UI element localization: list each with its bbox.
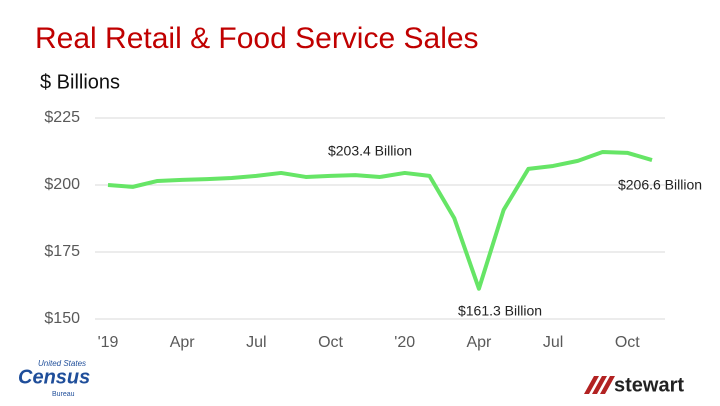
x-tick-label: Oct [318, 334, 343, 351]
x-tick-label: Oct [615, 334, 640, 351]
annotation: $203.4 Billion [328, 143, 412, 159]
logo-text: United States [38, 359, 86, 368]
logo-text: Census [18, 366, 90, 388]
stewart-logo: stewart [584, 374, 684, 396]
x-tick-label: Apr [466, 334, 492, 351]
data-line [107, 150, 653, 291]
y-tick-label: $150 [44, 310, 80, 327]
annotation: $161.3 Billion [458, 303, 542, 319]
logo-text: Bureau [52, 391, 75, 398]
annotation: $206.6 Billion [618, 177, 702, 193]
x-tick-label: Apr [170, 334, 196, 351]
x-tick-label: '20 [394, 334, 415, 351]
x-tick-label: Jul [246, 334, 266, 351]
chart-title: Real Retail & Food Service Sales [35, 22, 479, 55]
logo-text: stewart [614, 374, 684, 396]
y-tick-label: $225 [44, 109, 80, 126]
x-tick-label: '19 [98, 334, 119, 351]
logo-icon [584, 376, 615, 394]
y-tick-label: $175 [44, 243, 80, 260]
x-tick-label: Jul [543, 334, 563, 351]
chart-subtitle: $ Billions [40, 71, 120, 93]
census-logo: United States Census Bureau [18, 359, 90, 398]
y-tick-label: $200 [44, 176, 80, 193]
